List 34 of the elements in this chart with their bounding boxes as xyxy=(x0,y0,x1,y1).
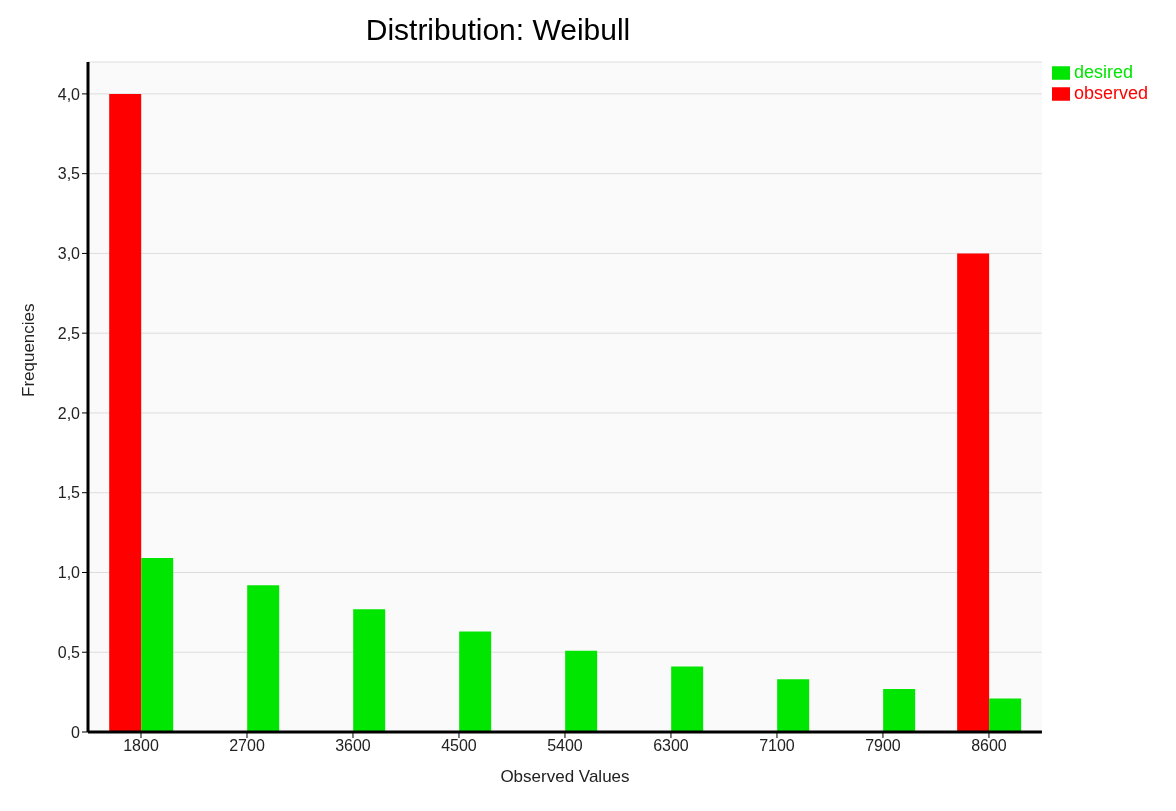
bar xyxy=(883,688,916,732)
x-tick-label: 3600 xyxy=(335,737,371,755)
x-tick-label: 7900 xyxy=(865,737,901,755)
legend-label: desired xyxy=(1073,62,1133,82)
x-tick-label: 4500 xyxy=(441,737,477,755)
y-tick-label: 3,5 xyxy=(57,165,81,183)
bar xyxy=(565,650,598,732)
bar xyxy=(247,585,280,732)
y-tick-label: 3,0 xyxy=(57,245,81,263)
bar xyxy=(671,666,704,732)
bar xyxy=(459,631,492,732)
x-axis-title: Observed Values xyxy=(500,767,630,786)
bar xyxy=(989,698,1022,732)
y-tick-label: 1,5 xyxy=(57,484,81,502)
y-tick-label: 2,0 xyxy=(57,404,81,422)
bar xyxy=(777,679,810,732)
legend-label: observed xyxy=(1073,83,1148,103)
x-tick-label: 1800 xyxy=(123,737,159,755)
x-tick-label: 8600 xyxy=(971,737,1007,755)
y-tick-label: 2,5 xyxy=(57,324,81,342)
x-tick-label: 5400 xyxy=(547,737,583,755)
x-tick-label: 7100 xyxy=(759,737,795,755)
y-axis-title: Frequencies xyxy=(19,303,39,397)
y-tick-label: 4,0 xyxy=(57,85,81,103)
y-tick-label: 0 xyxy=(71,723,81,741)
chart-title: Distribution: Weibull xyxy=(364,12,632,48)
bar xyxy=(109,93,142,732)
y-tick-label: 0,5 xyxy=(57,643,81,661)
bar xyxy=(957,253,990,732)
x-tick-label: 2700 xyxy=(229,737,265,755)
y-tick-label: 1,0 xyxy=(57,564,81,582)
x-tick-label: 6300 xyxy=(653,737,689,755)
bar xyxy=(353,609,386,732)
bar xyxy=(141,558,174,732)
